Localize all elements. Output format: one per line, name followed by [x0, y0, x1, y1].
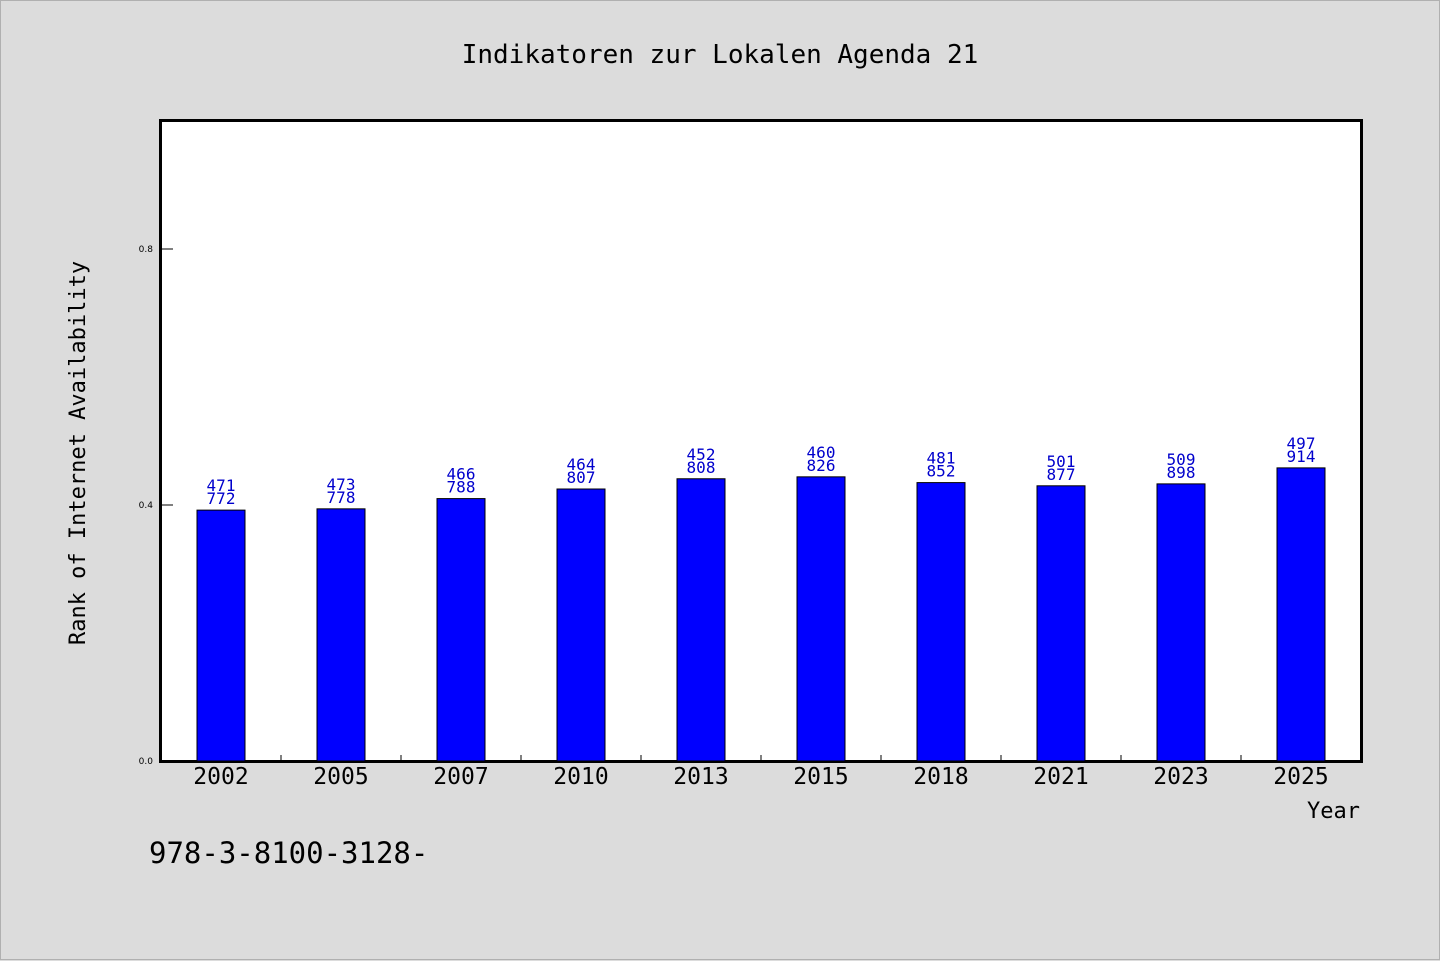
x-tick-label: 2015: [793, 764, 848, 790]
data-label-top: 452: [687, 445, 716, 464]
bar: [556, 488, 606, 762]
data-label-bottom: 877: [1047, 465, 1076, 484]
data-label-bottom: 807: [567, 468, 596, 487]
bar: [316, 508, 366, 762]
chart-title: Indikatoren zur Lokalen Agenda 21: [462, 40, 979, 70]
x-tick-label: 2025: [1273, 764, 1328, 790]
data-label-top: 460: [807, 443, 836, 462]
data-label-top: 497: [1287, 434, 1316, 453]
bar: [1036, 485, 1086, 762]
x-tick-label: 2002: [193, 764, 248, 790]
bar: [436, 498, 486, 762]
data-label-bottom: 808: [687, 458, 716, 477]
data-label-top: 466: [447, 465, 476, 484]
x-axis: 2002 2005 2007 2010 2013 2015 2018 2021 2023 2025: [193, 755, 1329, 790]
x-tick-label: 2021: [1033, 764, 1088, 790]
bar: [796, 476, 846, 762]
data-label-bottom: 778: [327, 488, 356, 507]
data-label-bottom: 898: [1167, 463, 1196, 482]
bar: [916, 482, 966, 762]
x-tick-label: 2010: [553, 764, 608, 790]
y-axis-title: Rank of Internet Availability: [66, 261, 91, 645]
bar: [676, 478, 726, 762]
x-tick-label: 2007: [433, 764, 488, 790]
y-tick-label: 0.8: [139, 245, 154, 255]
x-tick-label: 2005: [313, 764, 368, 790]
x-tick-label: 2013: [673, 764, 728, 790]
isbn-footer: 978-3-8100-3128-: [149, 836, 428, 870]
data-label-top: 471: [207, 476, 236, 495]
data-label-bottom: 914: [1287, 447, 1316, 466]
data-label-bottom: 826: [807, 456, 836, 475]
data-label-bottom: 772: [207, 489, 236, 508]
data-label-bottom: 852: [927, 462, 956, 481]
x-tick-label: 2018: [913, 764, 968, 790]
data-label-top: 481: [927, 449, 956, 468]
x-tick-label: 2023: [1153, 764, 1208, 790]
bar: [196, 509, 246, 762]
y-tick-label: 0.4: [139, 501, 154, 511]
data-label-top: 464: [567, 455, 596, 474]
y-tick-label: 0.0: [139, 757, 154, 767]
data-label-top: 473: [327, 475, 356, 494]
x-axis-title: Year: [1307, 799, 1360, 824]
bar: [1156, 483, 1206, 762]
bars: [196, 467, 1326, 762]
data-label-top: 501: [1047, 452, 1076, 471]
data-label-top: 509: [1167, 450, 1196, 469]
data-label-bottom: 788: [447, 478, 476, 497]
bar: [1276, 467, 1326, 762]
y-axis: 0.0 0.4 0.8: [139, 245, 173, 767]
